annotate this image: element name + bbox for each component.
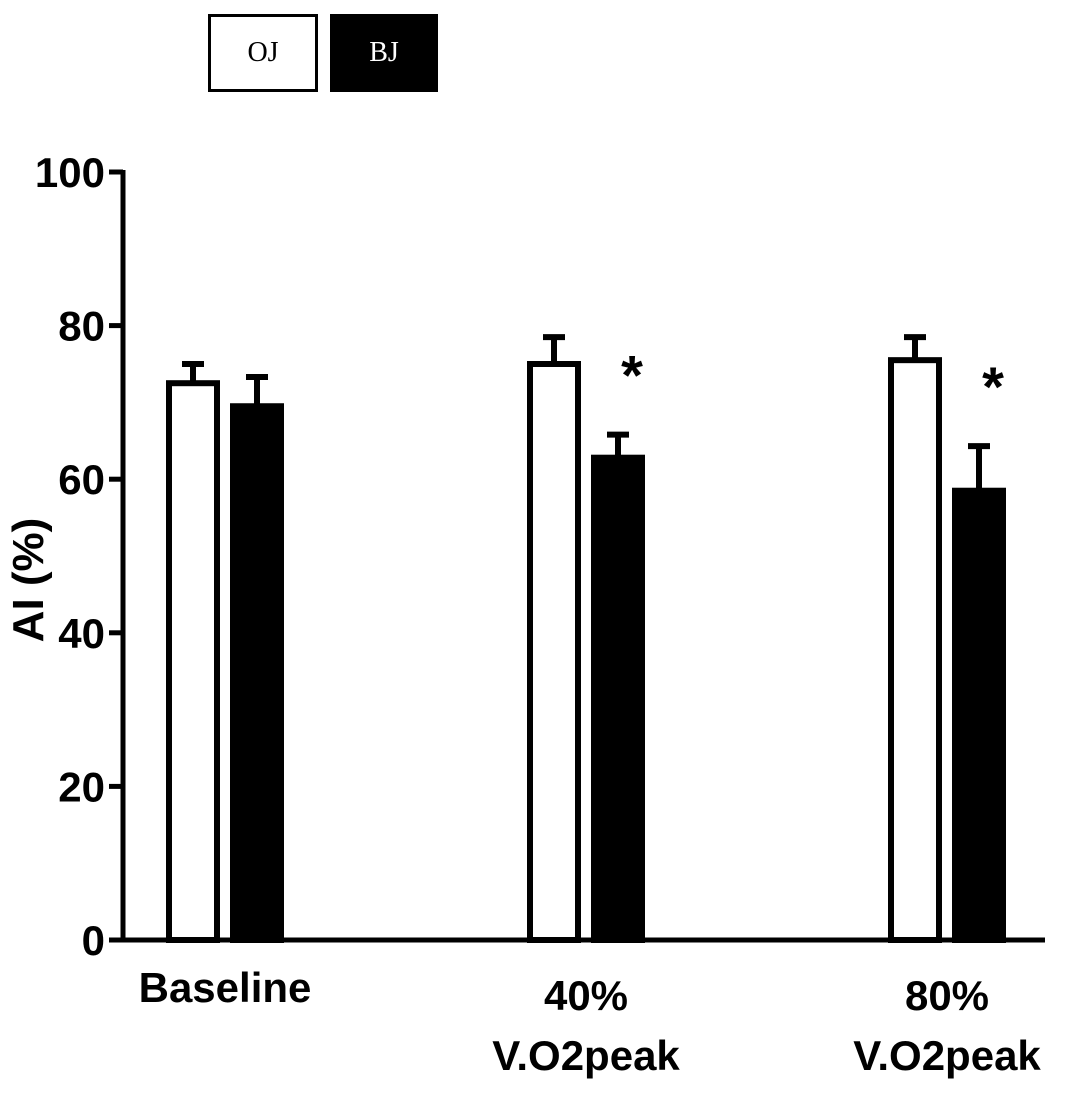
- bar-bj: [230, 403, 284, 943]
- y-tick-label: 80: [58, 303, 105, 350]
- legend-oj: OJ: [208, 14, 318, 92]
- y-tick-label: 100: [35, 149, 105, 196]
- y-tick-label: 60: [58, 456, 105, 503]
- legend-bj-label: BJ: [369, 37, 399, 68]
- x-category-label-line2: V.O2peak: [492, 1032, 680, 1079]
- legend-bj: BJ: [330, 14, 438, 92]
- x-category-label-line1: 80%: [904, 972, 990, 1019]
- legend-oj-label: OJ: [247, 37, 279, 68]
- x-category-label: Baseline: [139, 962, 312, 1014]
- x-category-label-line2: V.O2peak: [853, 1032, 1041, 1079]
- x-category-label-line1: Baseline: [138, 964, 312, 1011]
- bar-oj: [527, 361, 581, 943]
- y-tick-label: 20: [58, 763, 105, 810]
- y-tick-label: 0: [82, 917, 105, 964]
- significance-asterisk: *: [982, 355, 1004, 418]
- significance-asterisk: *: [621, 344, 643, 407]
- bar-oj: [166, 380, 220, 943]
- x-category-label: 80% V.O2peak: [853, 970, 1041, 1082]
- x-category-label-line1: 40%: [543, 972, 629, 1019]
- bar-bj: [952, 487, 1006, 943]
- bar-bj: [591, 454, 645, 943]
- bar-oj: [888, 357, 942, 944]
- x-category-label: 40% V.O2peak: [492, 970, 680, 1082]
- y-tick-label: 40: [58, 610, 105, 657]
